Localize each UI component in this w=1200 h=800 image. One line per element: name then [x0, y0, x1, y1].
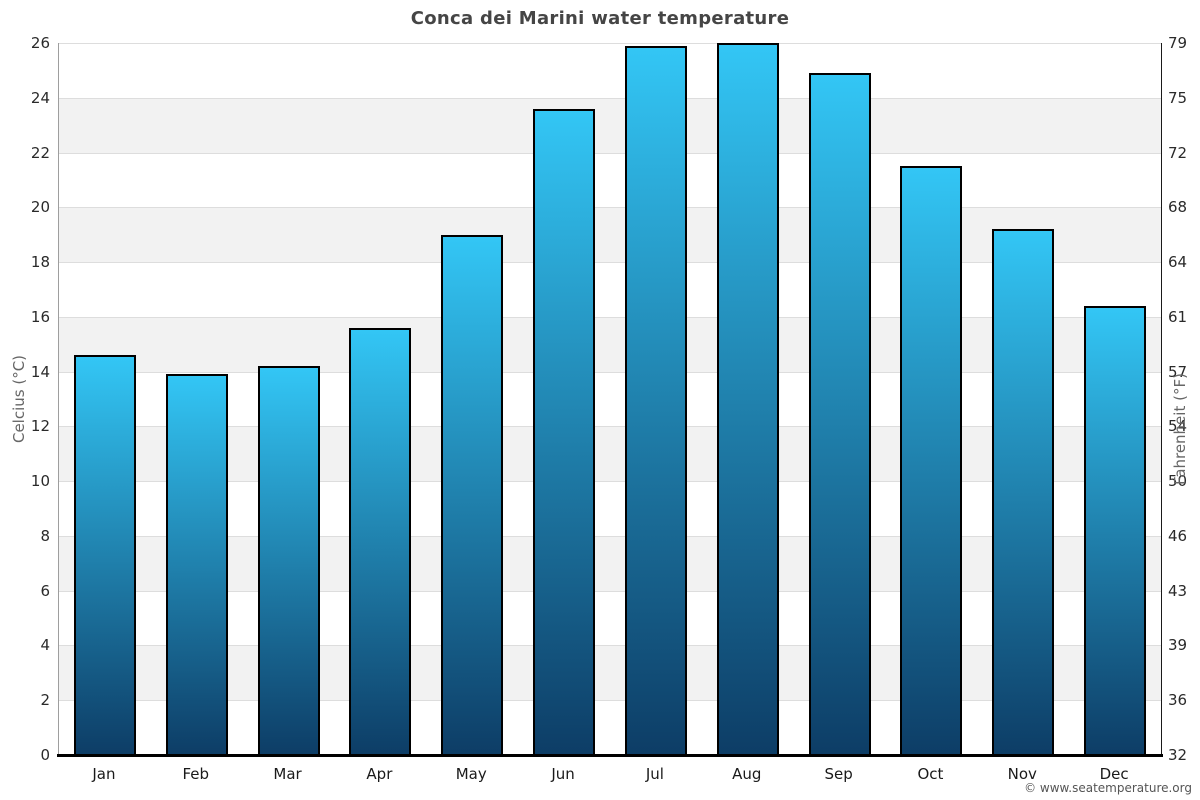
plot-band	[59, 426, 1161, 482]
celsius-tick-label: 6	[40, 581, 50, 600]
month-label-aug: Aug	[732, 765, 762, 783]
plot-band	[59, 371, 1161, 427]
fahrenheit-tick-label: 79	[1168, 34, 1188, 52]
month-label-sep: Sep	[824, 765, 853, 783]
gridline	[59, 262, 1161, 264]
plot-band	[59, 590, 1161, 646]
fahrenheit-tick-label: 75	[1168, 88, 1188, 107]
celsius-tick-label: 14	[30, 362, 50, 381]
month-label-jun: Jun	[551, 765, 575, 783]
celsius-tick-label: 22	[30, 143, 50, 162]
month-label-apr: Apr	[366, 765, 393, 783]
fahrenheit-tick-label: 39	[1168, 636, 1188, 655]
bar-jun	[533, 108, 596, 755]
celsius-tick-label: 24	[30, 88, 50, 107]
plot-band	[59, 481, 1161, 536]
fahrenheit-tick-label: 68	[1168, 198, 1188, 217]
gridline	[59, 481, 1161, 483]
fahrenheit-tick-label: 61	[1168, 307, 1188, 326]
plot-band	[59, 262, 1161, 317]
celsius-tick-label: 16	[30, 307, 50, 326]
month-label-nov: Nov	[1007, 765, 1037, 783]
fahrenheit-tick-label: 57	[1168, 362, 1188, 381]
celsius-tick-label: 0	[40, 746, 50, 764]
x-axis-line	[57, 754, 1163, 757]
bar-oct	[900, 166, 963, 755]
celsius-tick-label: 12	[30, 417, 50, 436]
plot-band	[59, 700, 1161, 755]
gridline	[59, 426, 1161, 428]
fahrenheit-tick-label: 36	[1168, 691, 1188, 710]
plot-band	[59, 152, 1161, 208]
plot-band	[59, 645, 1161, 701]
month-label-oct: Oct	[917, 765, 944, 783]
plot-band	[59, 535, 1161, 591]
gridline	[59, 371, 1161, 373]
bar-jan	[73, 355, 136, 755]
chart-title: Conca dei Marini water temperature	[410, 8, 790, 29]
celsius-tick-label: 18	[30, 253, 50, 272]
gridline	[59, 645, 1161, 647]
fahrenheit-tick-label: 43	[1168, 581, 1188, 600]
gridline	[59, 97, 1161, 99]
gridline	[59, 700, 1161, 702]
bar-nov	[992, 229, 1055, 755]
fahrenheit-tick-label: 46	[1168, 526, 1188, 545]
month-label-dec: Dec	[1099, 765, 1129, 783]
month-label-jan: Jan	[92, 765, 116, 783]
bar-dec	[1084, 305, 1147, 755]
celsius-tick-label: 4	[40, 636, 50, 655]
celsius-tick-label: 20	[30, 198, 50, 217]
gridline	[59, 207, 1161, 209]
month-label-feb: Feb	[182, 765, 210, 783]
plot-band	[59, 97, 1161, 153]
fahrenheit-tick-label: 32	[1168, 746, 1188, 764]
celsius-tick-label: 2	[40, 691, 50, 710]
fahrenheit-tick-label: 54	[1168, 417, 1188, 436]
bar-sep	[808, 73, 871, 755]
bar-mar	[257, 366, 320, 755]
bar-jul	[624, 45, 687, 755]
y-axis-title-celsius: Celcius (°C)	[10, 354, 28, 444]
gridline	[59, 535, 1161, 537]
month-label-may: May	[455, 765, 487, 783]
y-axis-title-fahrenheit: Fahrenheit (°F)	[1171, 373, 1189, 485]
plot-band	[59, 316, 1161, 372]
gridline	[59, 316, 1161, 318]
month-label-jul: Jul	[645, 765, 664, 783]
gridline	[59, 152, 1161, 154]
fahrenheit-tick-label: 50	[1168, 472, 1188, 491]
month-label-mar: Mar	[273, 765, 302, 783]
celsius-tick-label: 10	[30, 472, 50, 491]
celsius-tick-label: 8	[40, 526, 50, 545]
bar-apr	[349, 327, 412, 755]
gridline	[59, 590, 1161, 592]
celsius-tick-label: 26	[30, 34, 50, 52]
fahrenheit-tick-label: 64	[1168, 253, 1188, 272]
bar-may	[441, 234, 504, 755]
bar-aug	[716, 43, 779, 755]
copyright-watermark: © www.seatemperature.org	[1024, 781, 1192, 795]
plot-area	[58, 43, 1162, 755]
fahrenheit-tick-label: 72	[1168, 143, 1188, 162]
plot-band	[59, 207, 1161, 263]
plot-band	[59, 43, 1161, 98]
bar-feb	[165, 374, 228, 755]
gridline	[59, 43, 1161, 44]
